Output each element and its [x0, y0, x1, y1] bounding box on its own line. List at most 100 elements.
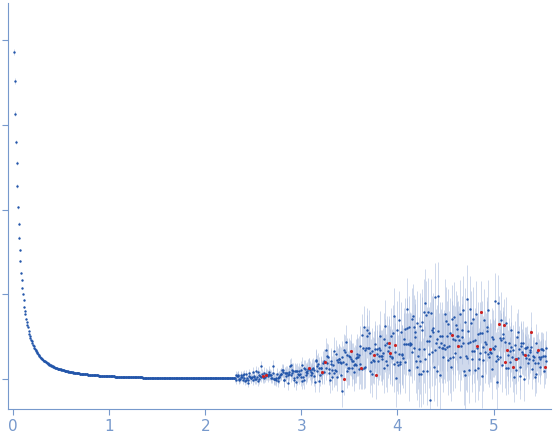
Point	[61, 368, 70, 375]
Point	[130, 374, 139, 381]
Point	[311, 357, 320, 364]
Point	[139, 374, 148, 381]
Point	[490, 343, 499, 350]
Point	[356, 361, 365, 368]
Point	[470, 347, 479, 354]
Point	[273, 377, 282, 384]
Point	[68, 369, 76, 376]
Point	[488, 344, 497, 351]
Point	[438, 344, 447, 351]
Point	[491, 357, 500, 364]
Point	[361, 346, 370, 353]
Point	[125, 374, 134, 381]
Point	[430, 364, 439, 371]
Point	[122, 374, 131, 381]
Point	[235, 376, 244, 383]
Point	[230, 374, 239, 381]
Point	[89, 371, 98, 378]
Point	[514, 328, 523, 335]
Point	[105, 373, 114, 380]
Point	[259, 373, 268, 380]
Point	[485, 345, 494, 352]
Point	[532, 339, 541, 346]
Point	[23, 322, 32, 329]
Point	[297, 374, 306, 381]
Point	[334, 355, 343, 362]
Point	[30, 346, 39, 353]
Point	[485, 354, 494, 361]
Point	[65, 368, 74, 375]
Point	[39, 356, 48, 363]
Point	[479, 356, 488, 363]
Point	[215, 375, 224, 382]
Point	[274, 373, 283, 380]
Point	[169, 375, 178, 382]
Point	[291, 368, 300, 375]
Point	[137, 374, 146, 381]
Point	[294, 367, 303, 374]
Point	[101, 372, 110, 379]
Point	[97, 372, 106, 379]
Point	[275, 371, 284, 378]
Point	[274, 374, 283, 381]
Point	[163, 375, 172, 382]
Point	[171, 375, 179, 382]
Point	[343, 365, 352, 372]
Point	[50, 364, 59, 371]
Point	[208, 375, 217, 382]
Point	[58, 367, 67, 374]
Point	[285, 368, 294, 375]
Point	[114, 373, 123, 380]
Point	[250, 374, 259, 381]
Point	[264, 368, 273, 375]
Point	[427, 310, 435, 317]
Point	[32, 349, 41, 356]
Point	[337, 371, 346, 378]
Point	[419, 346, 428, 353]
Point	[309, 364, 317, 371]
Point	[337, 387, 346, 394]
Point	[16, 246, 24, 253]
Point	[44, 361, 53, 368]
Point	[162, 375, 171, 382]
Point	[189, 375, 198, 382]
Point	[236, 371, 245, 378]
Point	[341, 348, 350, 355]
Point	[188, 375, 197, 382]
Point	[202, 375, 211, 382]
Point	[406, 340, 414, 347]
Point	[258, 371, 266, 378]
Point	[269, 375, 278, 382]
Point	[203, 375, 212, 382]
Point	[342, 361, 351, 368]
Point	[279, 377, 288, 384]
Point	[416, 322, 425, 329]
Point	[196, 375, 204, 382]
Point	[233, 373, 242, 380]
Point	[239, 375, 248, 382]
Point	[378, 350, 387, 357]
Point	[107, 373, 116, 380]
Point	[462, 295, 471, 302]
Point	[382, 361, 391, 368]
Point	[374, 352, 383, 359]
Point	[401, 359, 409, 366]
Point	[182, 375, 191, 382]
Point	[449, 336, 458, 343]
Point	[402, 341, 411, 348]
Point	[534, 346, 543, 353]
Point	[495, 320, 504, 327]
Point	[321, 364, 330, 371]
Point	[375, 345, 384, 352]
Point	[21, 310, 30, 317]
Point	[511, 367, 520, 374]
Point	[381, 323, 389, 329]
Point	[155, 375, 164, 382]
Point	[458, 334, 466, 341]
Point	[411, 333, 419, 340]
Point	[201, 375, 210, 382]
Point	[313, 368, 322, 375]
Point	[502, 365, 511, 372]
Point	[141, 374, 150, 381]
Point	[160, 375, 169, 382]
